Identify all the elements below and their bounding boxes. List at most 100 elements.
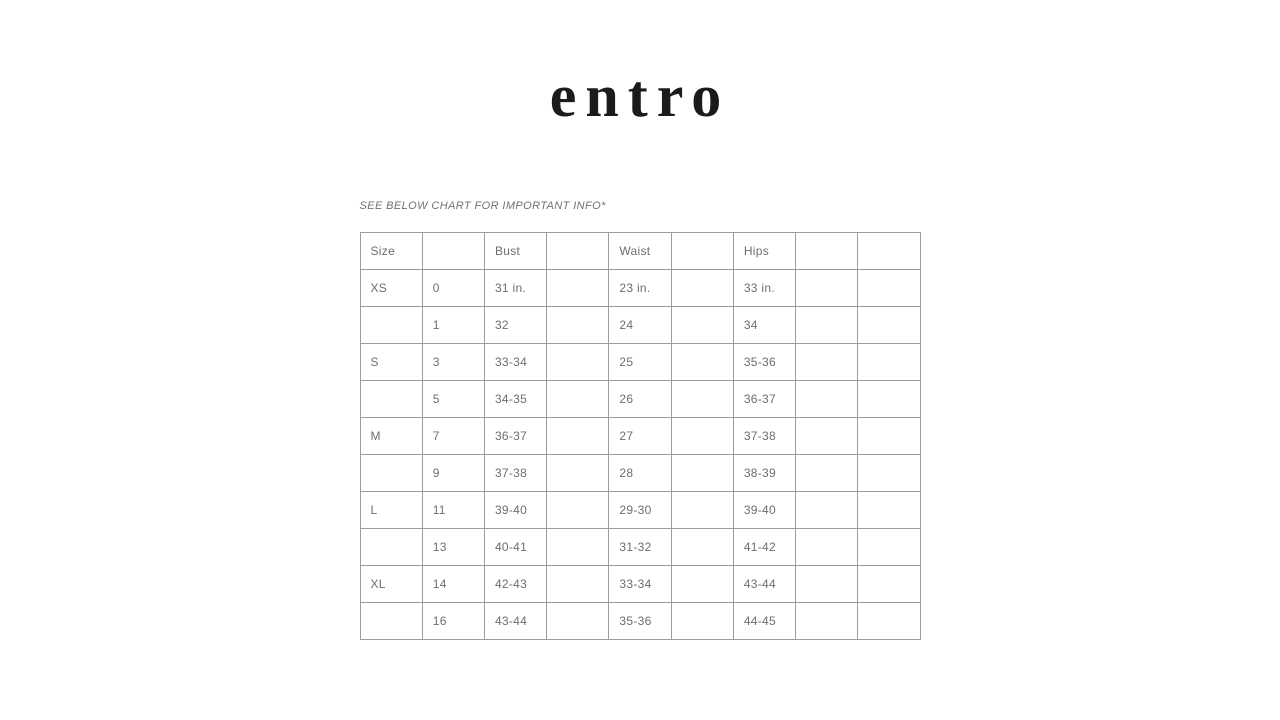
table-cell	[670, 417, 734, 455]
table-cell: 1	[421, 306, 485, 344]
table-cell: 33 in.	[732, 269, 797, 307]
table-cell: 44-45	[732, 602, 797, 640]
table-cell: 33-34	[608, 565, 672, 603]
table-cell: 26	[608, 380, 672, 418]
table-cell	[359, 380, 423, 418]
table-cell	[546, 269, 610, 307]
table-cell: 25	[608, 343, 672, 381]
table-cell	[546, 602, 610, 640]
table-cell: 39-40	[732, 491, 797, 529]
table-cell: 32	[483, 306, 548, 344]
table-cell	[546, 380, 610, 418]
header-cell: Hips	[732, 232, 797, 270]
table-cell	[546, 454, 610, 492]
table-row: 1 32 24 34	[359, 306, 921, 344]
header-cell: Bust	[483, 232, 548, 270]
table-cell: S	[359, 343, 423, 381]
table-cell: 37-38	[483, 454, 548, 492]
table-row: XL 14 42-43 33-34 43-44	[359, 565, 921, 603]
table-cell: 35-36	[608, 602, 672, 640]
table-cell: XS	[359, 269, 423, 307]
table-row: XS 0 31 in. 23 in. 33 in.	[359, 269, 921, 307]
table-cell	[670, 380, 734, 418]
table-cell	[670, 565, 734, 603]
table-row: 16 43-44 35-36 44-45	[359, 602, 921, 640]
table-cell: 43-44	[483, 602, 548, 640]
table-cell: 23 in.	[608, 269, 672, 307]
table-cell	[670, 454, 734, 492]
size-chart-body: XS 0 31 in. 23 in. 33 in. 1 32 24 34 S 3 33-34 25 35-…	[359, 269, 921, 640]
table-cell: 27	[608, 417, 672, 455]
table-cell	[359, 602, 423, 640]
table-cell: 34-35	[483, 380, 548, 418]
table-cell	[670, 306, 734, 344]
table-row: L 11 39-40 29-30 39-40	[359, 491, 921, 529]
table-cell: 9	[421, 454, 485, 492]
table-cell	[546, 491, 610, 529]
brand-logo-text: entro	[549, 63, 731, 129]
table-cell: 24	[608, 306, 672, 344]
brand-header: entro	[0, 0, 1280, 126]
table-cell	[857, 380, 921, 418]
table-cell	[857, 417, 921, 455]
header-cell	[857, 232, 921, 270]
table-cell	[795, 454, 859, 492]
header-cell	[670, 232, 734, 270]
table-cell	[359, 454, 423, 492]
table-cell: 5	[421, 380, 485, 418]
table-cell: 0	[421, 269, 485, 307]
table-cell: 3	[421, 343, 485, 381]
table-cell	[670, 528, 734, 566]
table-cell	[670, 491, 734, 529]
size-chart-section: SEE BELOW CHART FOR IMPORTANT INFO* Size…	[359, 200, 921, 640]
table-cell	[359, 528, 423, 566]
table-cell: 43-44	[732, 565, 797, 603]
table-cell	[546, 565, 610, 603]
table-cell	[795, 269, 859, 307]
table-cell	[546, 528, 610, 566]
table-cell: 14	[421, 565, 485, 603]
table-cell	[546, 306, 610, 344]
table-cell: 36-37	[732, 380, 797, 418]
table-cell	[795, 343, 859, 381]
size-chart-note: SEE BELOW CHART FOR IMPORTANT INFO*	[359, 200, 606, 212]
table-cell	[795, 417, 859, 455]
table-cell: 11	[421, 491, 485, 529]
table-cell: M	[359, 417, 423, 455]
table-cell: 16	[421, 602, 485, 640]
table-cell: 42-43	[483, 565, 548, 603]
size-chart-header-row: Size Bust Waist Hips	[359, 232, 921, 270]
header-cell: Waist	[608, 232, 672, 270]
table-cell: 28	[608, 454, 672, 492]
table-cell	[795, 306, 859, 344]
header-cell: Size	[359, 232, 423, 270]
table-cell: 40-41	[483, 528, 548, 566]
table-cell	[795, 565, 859, 603]
table-row: S 3 33-34 25 35-36	[359, 343, 921, 381]
size-chart-table: Size Bust Waist Hips XS 0 31 in. 23 in. 33 in. 1…	[359, 232, 921, 640]
table-cell	[546, 343, 610, 381]
table-cell: 7	[421, 417, 485, 455]
table-cell	[857, 269, 921, 307]
table-cell	[857, 602, 921, 640]
table-cell	[857, 565, 921, 603]
table-cell: 36-37	[483, 417, 548, 455]
table-cell	[857, 454, 921, 492]
table-cell: 33-34	[483, 343, 548, 381]
table-row: 9 37-38 28 38-39	[359, 454, 921, 492]
table-cell: 31-32	[608, 528, 672, 566]
table-cell: 29-30	[608, 491, 672, 529]
table-cell	[359, 306, 423, 344]
table-row: M 7 36-37 27 37-38	[359, 417, 921, 455]
table-cell: 41-42	[732, 528, 797, 566]
table-cell: 13	[421, 528, 485, 566]
table-cell	[795, 528, 859, 566]
size-chart-head: Size Bust Waist Hips	[359, 232, 921, 270]
table-cell: 37-38	[732, 417, 797, 455]
table-cell: 38-39	[732, 454, 797, 492]
table-cell	[857, 528, 921, 566]
table-row: 13 40-41 31-32 41-42	[359, 528, 921, 566]
table-cell: 34	[732, 306, 797, 344]
table-cell	[857, 343, 921, 381]
